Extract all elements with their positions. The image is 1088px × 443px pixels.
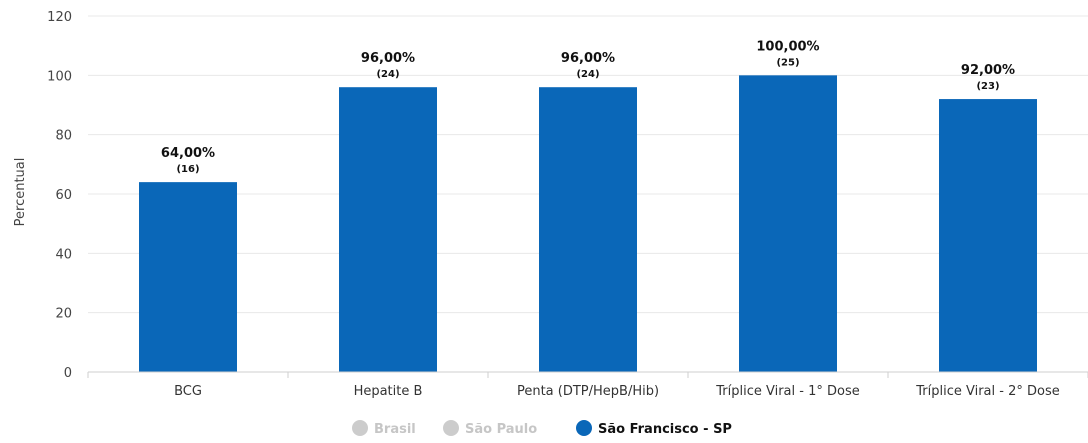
bar-count-label: (24) xyxy=(376,69,399,80)
bar[interactable] xyxy=(139,182,237,372)
x-axis: BCG Hepatite B Penta (DTP/HepB/Hib) Tríplic… xyxy=(87,371,1088,399)
x-tick-label: BCG xyxy=(174,384,202,399)
legend-item[interactable]: Brasil xyxy=(352,420,416,437)
x-tick-label: Tríplice Viral - 2° Dose xyxy=(915,384,1059,399)
legend-marker xyxy=(443,420,459,436)
legend-item[interactable]: São Paulo xyxy=(443,420,537,437)
legend-marker xyxy=(576,420,592,436)
bar[interactable] xyxy=(739,75,837,372)
bar[interactable] xyxy=(939,99,1037,373)
y-tick-label: 60 xyxy=(55,188,72,203)
x-tick-label: Penta (DTP/HepB/Hib) xyxy=(517,384,659,399)
legend[interactable]: Brasil São Paulo São Francisco - SP xyxy=(352,420,732,437)
x-tick-label: Tríplice Viral - 1° Dose xyxy=(715,384,859,399)
bar-count-label: (24) xyxy=(576,69,599,80)
legend-label: Brasil xyxy=(374,422,416,437)
bar[interactable] xyxy=(339,87,437,372)
bar-count-label: (25) xyxy=(776,57,799,68)
y-axis-ticks: 0 20 40 60 80 100 120 xyxy=(47,10,72,381)
x-tick-label: Hepatite B xyxy=(354,384,423,399)
bars: 64,00% (16) 96,00% (24) 96,00% (24) 100,00% (25… xyxy=(139,39,1037,373)
bar-value-label: 96,00% xyxy=(361,51,415,66)
bar-value-label: 64,00% xyxy=(161,146,215,161)
bar-value-label: 100,00% xyxy=(756,39,819,54)
legend-marker xyxy=(352,420,368,436)
bar-count-label: (16) xyxy=(176,164,199,175)
bar-value-label: 92,00% xyxy=(961,63,1015,78)
y-tick-label: 80 xyxy=(55,129,72,144)
y-tick-label: 100 xyxy=(47,69,72,84)
bar-count-label: (23) xyxy=(976,81,999,92)
legend-label: São Paulo xyxy=(465,422,537,437)
y-tick-label: 120 xyxy=(47,10,72,25)
y-tick-label: 0 xyxy=(64,366,72,381)
y-tick-label: 20 xyxy=(55,307,72,322)
legend-item[interactable]: São Francisco - SP xyxy=(576,420,732,437)
legend-label: São Francisco - SP xyxy=(598,422,732,437)
bar-value-label: 96,00% xyxy=(561,51,615,66)
bar[interactable] xyxy=(539,87,637,372)
y-tick-label: 40 xyxy=(55,247,72,262)
y-axis-label: Percentual xyxy=(13,158,28,227)
